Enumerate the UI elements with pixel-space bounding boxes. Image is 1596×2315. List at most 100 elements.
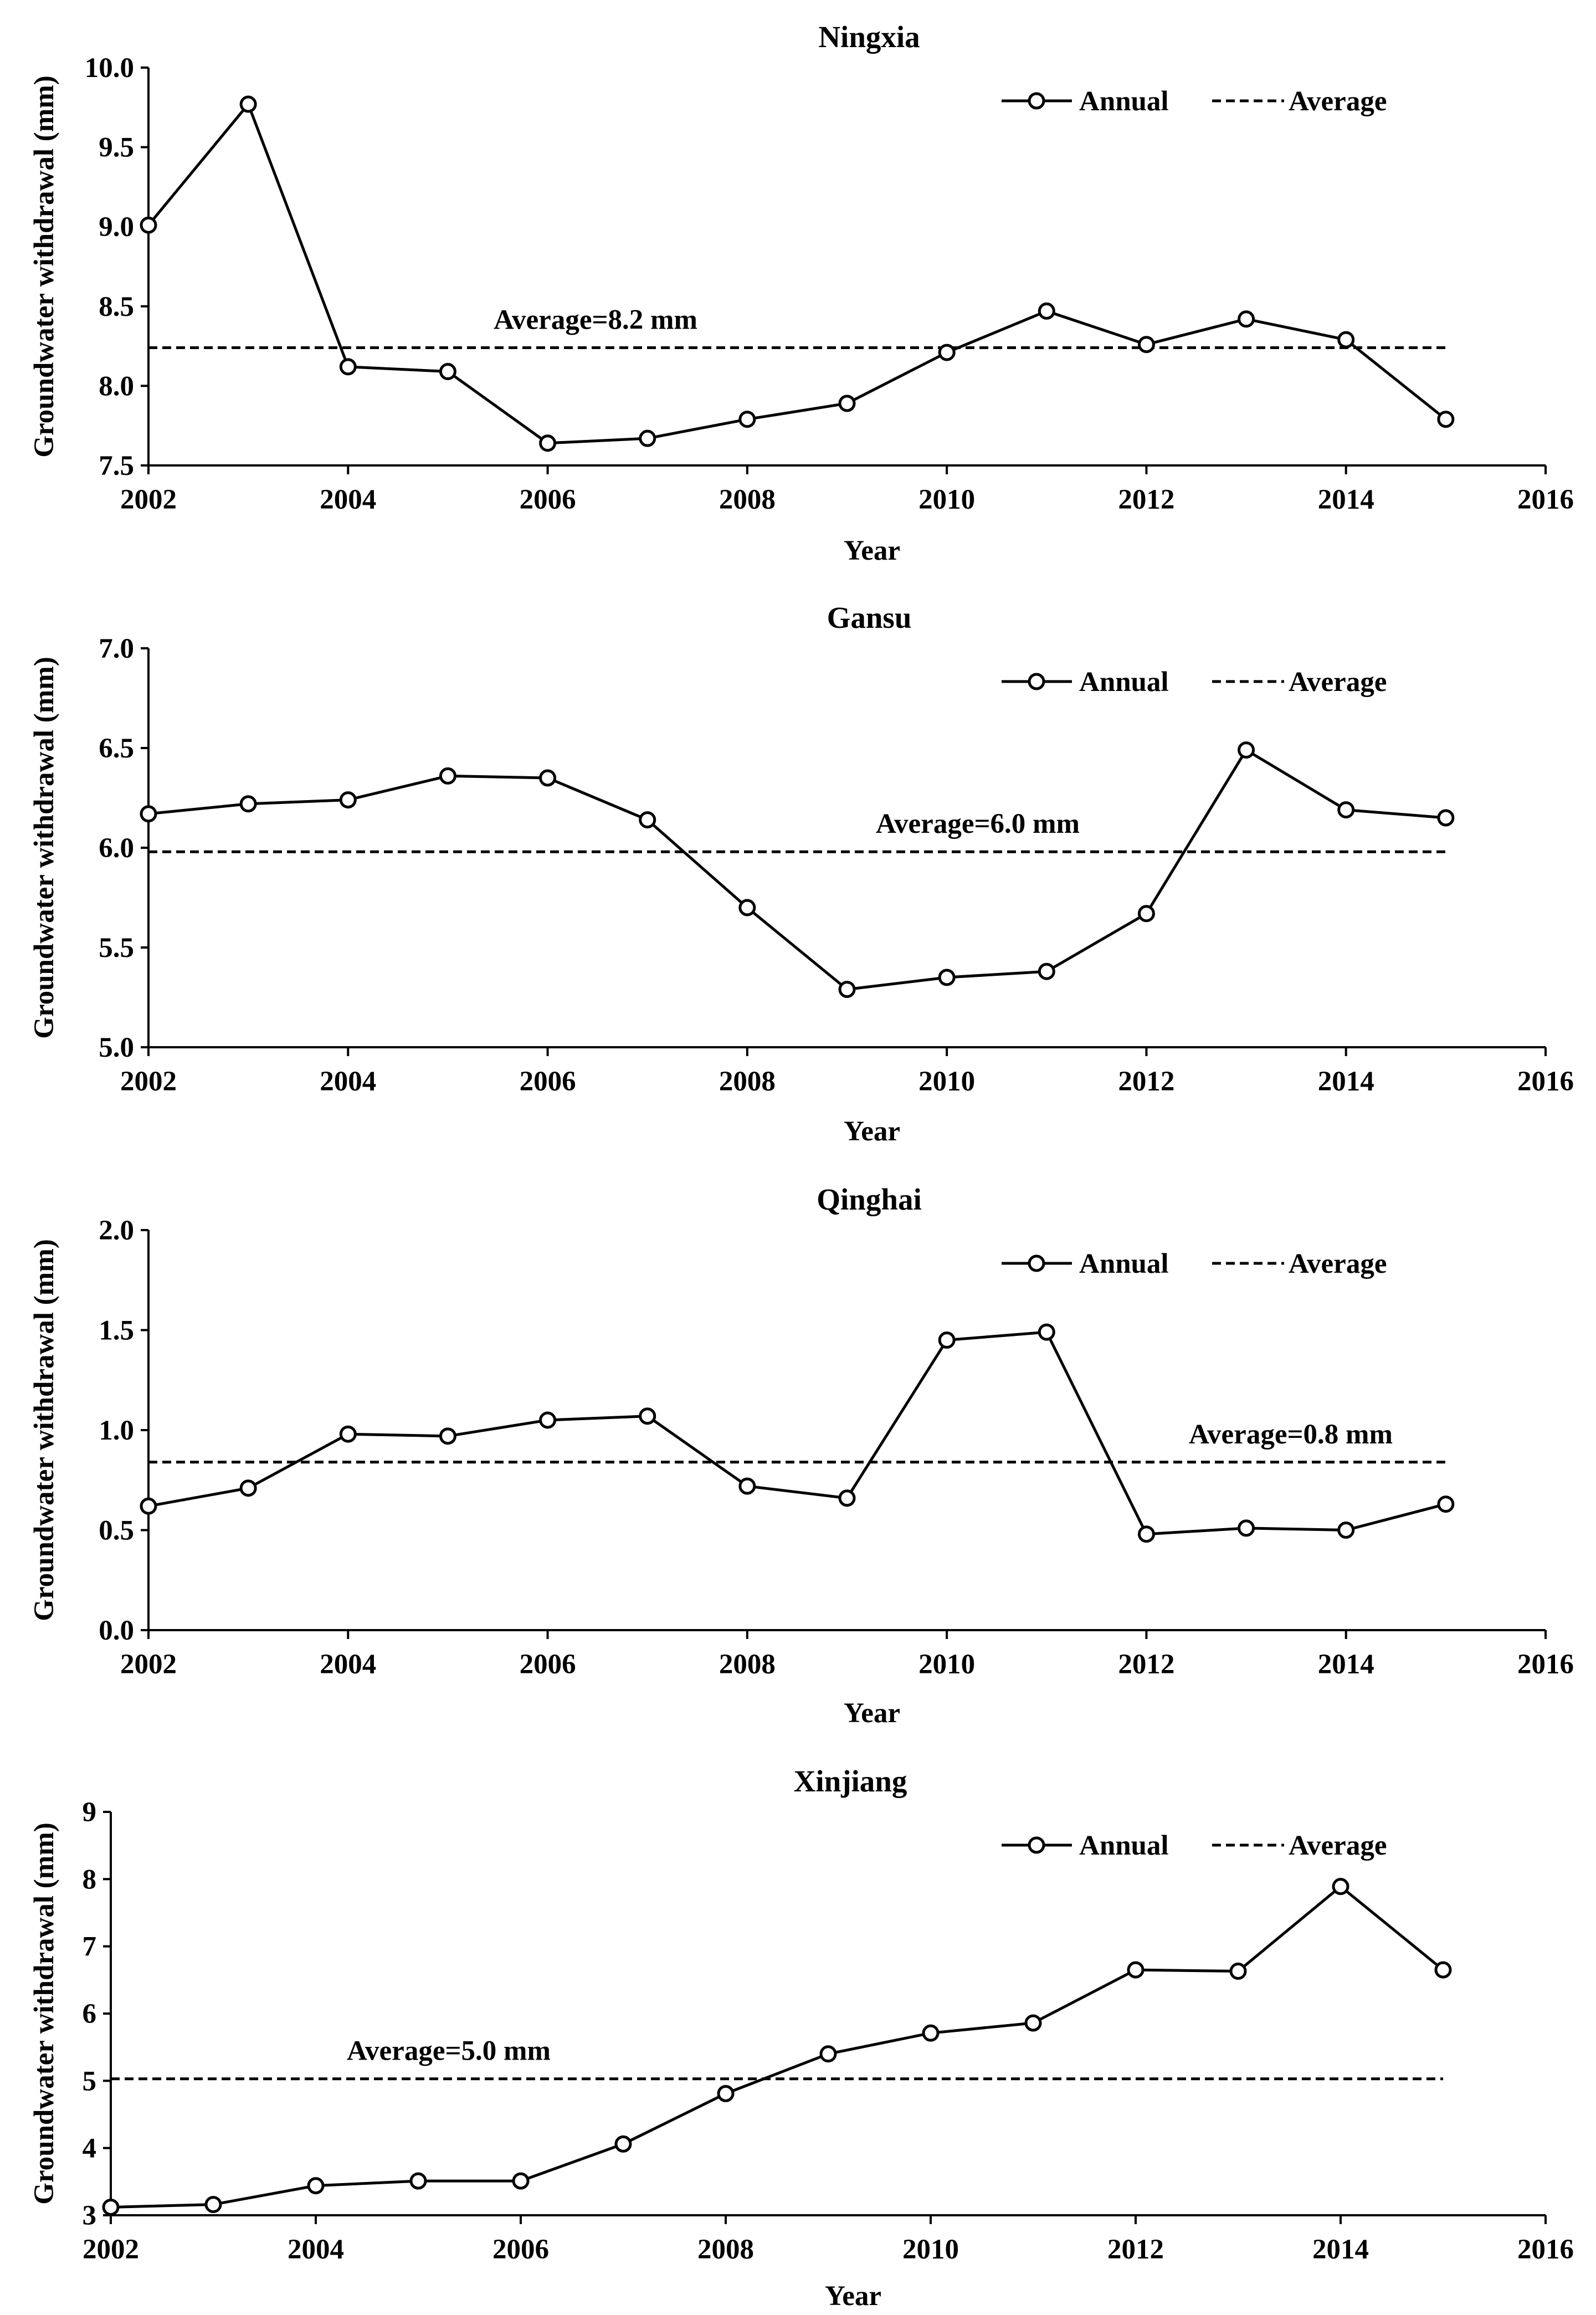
x-tick-label: 2016 — [1517, 1066, 1574, 1097]
x-tick-label: 2006 — [520, 1649, 576, 1680]
x-tick-label: 2002 — [120, 1649, 177, 1680]
x-tick-label: 2008 — [719, 484, 776, 515]
x-tick-label: 2002 — [120, 484, 177, 515]
x-tick-label: 2008 — [697, 2234, 754, 2265]
annual-data-point — [1437, 809, 1455, 827]
x-tick-label: 2014 — [1318, 1649, 1374, 1680]
annual-data-point — [738, 899, 756, 916]
annual-data-point — [204, 2196, 222, 2214]
annual-data-point — [439, 363, 456, 381]
annual-data-point — [1337, 801, 1355, 819]
y-tick-label: 3 — [83, 2200, 97, 2231]
y-tick-label: 4 — [83, 2133, 97, 2164]
legend-average-label: Average — [1289, 86, 1387, 117]
y-tick-label: 8.0 — [99, 371, 134, 402]
x-tick-label: 2002 — [83, 2234, 139, 2265]
y-tick-label: 9.0 — [99, 212, 134, 243]
annual-data-point — [140, 1497, 157, 1515]
legend: Annual Average — [1002, 667, 1387, 698]
legend: Annual Average — [1002, 1248, 1387, 1279]
y-axis-label: Groundwater withdrawal (mm) — [29, 1822, 60, 2204]
x-tick-label: 2012 — [1118, 484, 1174, 515]
y-tick-label: 6 — [83, 1999, 97, 2030]
annual-data-point — [1337, 1522, 1355, 1539]
annual-data-point — [738, 411, 756, 428]
y-tick-label: 0.5 — [99, 1515, 134, 1546]
annual-data-point — [339, 1425, 357, 1443]
annual-series-line — [147, 103, 1447, 445]
y-tick-label: 0.0 — [99, 1615, 134, 1646]
y-tick-label: 7.5 — [99, 450, 134, 482]
average-label: Average=8.2 mm — [494, 304, 697, 335]
annual-data-point — [1038, 1323, 1055, 1341]
x-tick-label: 2012 — [1107, 2234, 1164, 2265]
annual-series-line — [148, 749, 1446, 991]
annual-data-point — [838, 981, 856, 998]
legend-annual-label: Annual — [1079, 86, 1169, 117]
annual-data-point — [1238, 310, 1255, 328]
annual-data-point — [717, 2084, 735, 2102]
x-tick-label: 2014 — [1318, 1066, 1374, 1097]
y-tick-label: 10.0 — [85, 53, 134, 84]
legend-annual-marker — [1028, 673, 1045, 690]
annual-data-point — [1137, 336, 1155, 354]
annual-series-line — [110, 1885, 1444, 2209]
x-tick-label: 2006 — [492, 2234, 549, 2265]
annual-data-point — [1038, 962, 1055, 980]
y-tick-label: 1.0 — [99, 1415, 134, 1446]
x-tick-label: 2014 — [1318, 484, 1374, 515]
annual-data-point — [1024, 2014, 1042, 2032]
annual-data-point — [819, 2045, 837, 2063]
legend-annual-label: Annual — [1079, 667, 1169, 698]
chart-title: Xinjiang — [794, 1764, 907, 1798]
x-tick-label: 2004 — [320, 484, 376, 515]
annual-data-point — [838, 1489, 856, 1507]
annual-data-point — [512, 2172, 530, 2190]
annual-data-point — [1437, 411, 1455, 428]
y-tick-label: 7.0 — [99, 633, 134, 664]
annual-data-point — [539, 1411, 557, 1429]
x-tick-label: 2006 — [520, 484, 576, 515]
annual-data-point — [1238, 1519, 1255, 1537]
y-tick-label: 1.5 — [99, 1315, 134, 1346]
annual-data-point — [1137, 1525, 1155, 1543]
legend-average-label: Average — [1289, 667, 1387, 698]
chart-title: Qinghai — [817, 1182, 922, 1216]
annual-data-point — [409, 2172, 427, 2190]
x-tick-label: 2016 — [1517, 2234, 1574, 2265]
y-axis-label: Groundwater withdrawal (mm) — [29, 657, 60, 1038]
annual-data-point — [140, 805, 157, 823]
legend-annual-label: Annual — [1079, 1830, 1169, 1861]
annual-data-point — [614, 2135, 632, 2153]
x-tick-label: 2016 — [1517, 1649, 1574, 1680]
average-label: Average=5.0 mm — [347, 2036, 551, 2067]
annual-data-point — [838, 395, 856, 412]
annual-data-point — [922, 2024, 940, 2042]
chart-title: Ningxia — [818, 20, 920, 54]
x-tick-label: 2008 — [719, 1649, 776, 1680]
x-tick-label: 2004 — [320, 1649, 376, 1680]
x-tick-label: 2010 — [918, 1649, 975, 1680]
annual-data-point — [938, 344, 956, 361]
x-axis-label: Year — [825, 2281, 881, 2312]
legend: Annual Average — [1002, 86, 1387, 117]
annual-series-line — [148, 1330, 1446, 1536]
y-axis-label: Groundwater withdrawal (mm) — [29, 1239, 60, 1621]
x-tick-label: 2004 — [320, 1066, 376, 1097]
x-tick-label: 2008 — [719, 1066, 776, 1097]
y-tick-label: 6.5 — [99, 733, 134, 764]
x-tick-label: 2010 — [918, 484, 975, 515]
chart-panel-gansu: Gansu 5.0 5.5 6.0 6.5 7.0 2002 2004 2006 2008 2010… — [29, 601, 1574, 1147]
annual-data-point — [1332, 1878, 1349, 1896]
annual-data-point — [639, 429, 656, 447]
annual-data-point — [339, 358, 357, 376]
annual-data-point — [539, 434, 557, 452]
annual-data-point — [239, 795, 257, 813]
annual-data-point — [1038, 302, 1055, 320]
annual-data-point — [140, 216, 157, 234]
x-tick-label: 2016 — [1517, 484, 1574, 515]
chart-panel-qinghai: Qinghai 0.0 0.5 1.0 1.5 2.0 2002 2004 2006 2008 20… — [29, 1182, 1574, 1729]
chart-title: Gansu — [827, 601, 912, 634]
annual-data-point — [1337, 331, 1355, 349]
